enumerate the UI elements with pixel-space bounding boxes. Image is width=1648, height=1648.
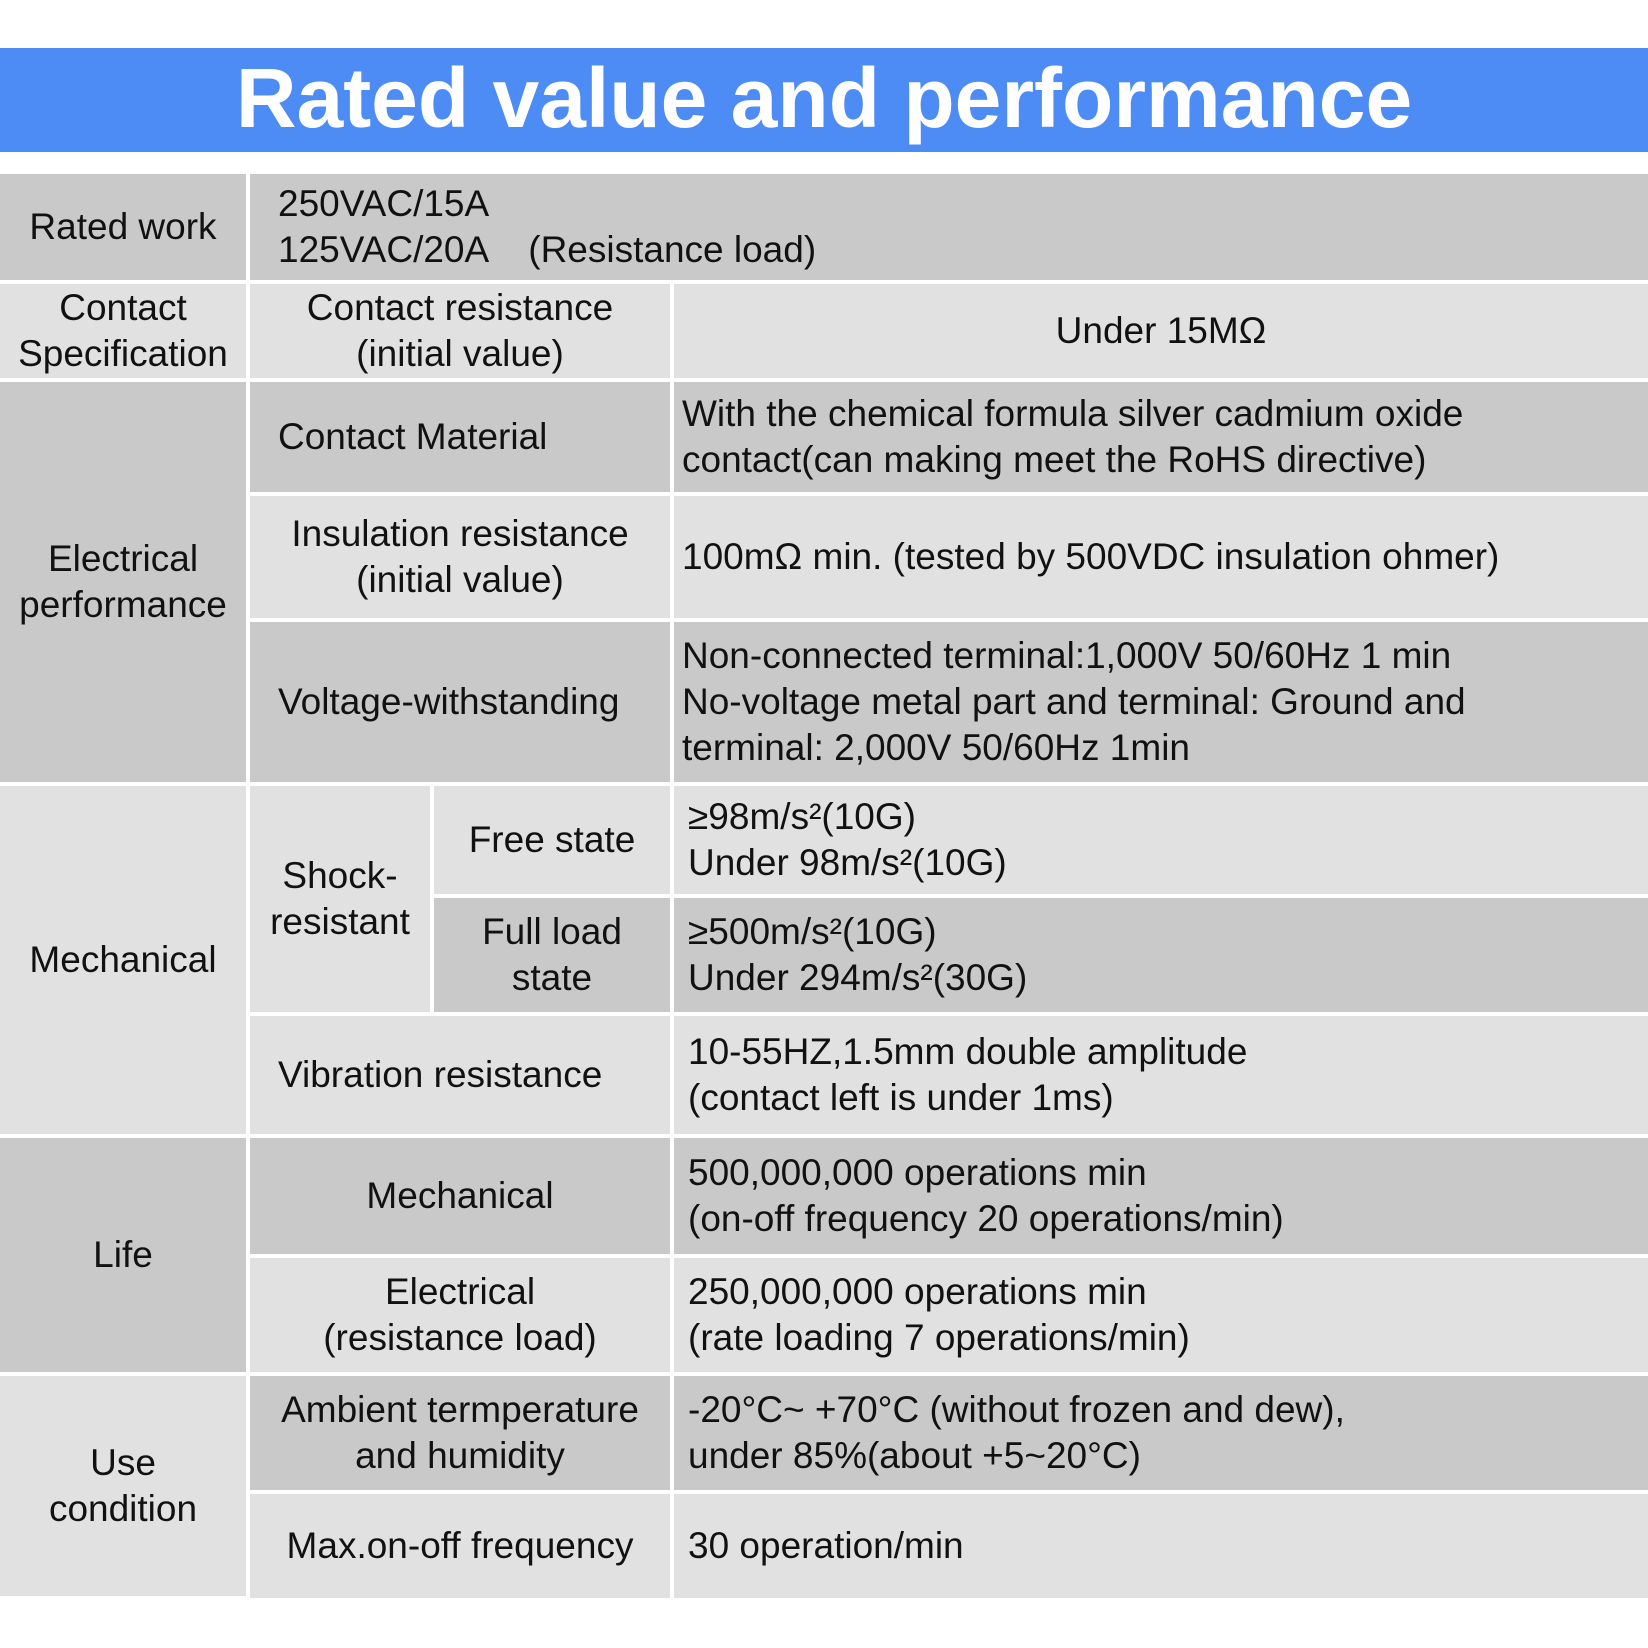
ambient-value-line-2: under 85%(about +5~20°C) xyxy=(688,1435,1141,1476)
full-load-state-value: ≥500m/s²(10G) Under 294m/s²(30G) xyxy=(669,894,1648,1016)
voltage-withstanding-value-line-1: Non-connected terminal:1,000V 50/60Hz 1 … xyxy=(682,635,1452,676)
vibration-resistance-value-line-2: (contact left is under 1ms) xyxy=(688,1077,1114,1118)
table-row: Life Mechanical 500,000,000 operations m… xyxy=(0,1134,1648,1376)
life-mechanical-value-line-2: (on-off frequency 20 operations/min) xyxy=(688,1198,1284,1239)
voltage-withstanding-value: Non-connected terminal:1,000V 50/60Hz 1 … xyxy=(669,618,1648,786)
contact-material-value-line-2: contact(can making meet the RoHS directi… xyxy=(682,439,1427,480)
title-banner: Rated value and performance xyxy=(0,48,1648,152)
contact-resistance-label: Contact resistance (initial value) xyxy=(246,280,674,382)
life-mechanical-value-line-1: 500,000,000 operations min xyxy=(688,1152,1147,1193)
shock-resistant-label-line-1: Shock- xyxy=(282,855,398,896)
table-row: Electrical performance Contact Material … xyxy=(0,378,1648,786)
table-row: Contact Specification Contact resistance… xyxy=(0,280,1648,382)
shock-resistant-label-line-2: resistant xyxy=(270,901,410,942)
free-state-label: Free state xyxy=(430,782,674,898)
life-electrical-value-line-2: (rate loading 7 operations/min) xyxy=(688,1317,1190,1358)
insulation-resistance-label-line-1: Insulation resistance xyxy=(291,513,629,554)
max-frequency-label: Max.on-off frequency xyxy=(248,1490,674,1598)
voltage-withstanding-value-line-2: No-voltage metal part and terminal: Grou… xyxy=(682,681,1466,722)
table-row: Electrical (resistance load) 250,000,000… xyxy=(0,1254,1648,1376)
table-row: Voltage-withstanding Non-connected termi… xyxy=(0,618,1648,786)
mechanical-label: Mechanical xyxy=(0,782,250,1138)
insulation-resistance-label: Insulation resistance (initial value) xyxy=(248,492,674,622)
vibration-resistance-value: 10-55HZ,1.5mm double amplitude (contact … xyxy=(669,1012,1648,1138)
voltage-withstanding-value-line-3: terminal: 2,000V 50/60Hz 1min xyxy=(682,727,1190,768)
spec-table: Rated work 250VAC/15A 125VAC/20A (Resist… xyxy=(0,174,1648,1600)
life-electrical-label-line-1: Electrical xyxy=(384,1271,536,1312)
table-row: Insulation resistance (initial value) 10… xyxy=(0,492,1648,622)
contact-resistance-label-line-1: Contact resistance xyxy=(306,287,614,328)
contact-resistance-label-line-2: (initial value) xyxy=(356,333,564,374)
ambient-value: -20°C~ +70°C (without frozen and dew), u… xyxy=(669,1372,1648,1494)
contact-specification-label-line-2: Specification xyxy=(18,333,228,374)
full-load-state-label: Full load state xyxy=(432,894,674,1016)
max-frequency-value: 30 operation/min xyxy=(669,1490,1648,1598)
voltage-withstanding-label: Voltage-withstanding xyxy=(248,618,674,786)
life-mechanical-value: 500,000,000 operations min (on-off frequ… xyxy=(669,1134,1648,1258)
full-load-state-label-line-1: Full load xyxy=(482,911,622,952)
page-title: Rated value and performance xyxy=(235,51,1413,145)
use-condition-label-line-2: condition xyxy=(48,1488,198,1529)
life-electrical-label: Electrical (resistance load) xyxy=(248,1254,674,1376)
life-mechanical-label: Mechanical xyxy=(246,1134,674,1258)
contact-resistance-value: Under 15MΩ xyxy=(669,280,1648,382)
rated-work-value: 250VAC/15A 125VAC/20A (Resistance load) xyxy=(245,174,1648,284)
shock-resistant-label: Shock- resistant xyxy=(246,782,434,1016)
table-row: Vibration resistance 10-55HZ,1.5mm doubl… xyxy=(0,1012,1648,1138)
ambient-value-line-1: -20°C~ +70°C (without frozen and dew), xyxy=(688,1389,1345,1430)
free-state-value-line-1: ≥98m/s²(10G) xyxy=(688,796,916,837)
full-load-state-label-line-2: state xyxy=(511,957,593,998)
rated-work-line-1: 250VAC/15A xyxy=(278,183,490,224)
contact-material-label: Contact Material xyxy=(246,378,674,496)
full-load-state-value-line-1: ≥500m/s²(10G) xyxy=(688,911,937,952)
life-electrical-label-line-2: (resistance load) xyxy=(323,1317,597,1358)
vibration-resistance-value-line-1: 10-55HZ,1.5mm double amplitude xyxy=(688,1031,1248,1072)
ambient-label-line-2: and humidity xyxy=(355,1435,565,1476)
ambient-label: Ambient termperature and humidity xyxy=(246,1372,674,1494)
electrical-performance-label-line-2: performance xyxy=(19,584,227,625)
table-row: Mechanical Shock- resistant Free state ≥… xyxy=(0,782,1648,1138)
contact-specification-label: Contact Specification xyxy=(0,280,250,382)
table-row: Max.on-off frequency 30 operation/min xyxy=(0,1490,1648,1598)
electrical-performance-label-line-1: Electrical xyxy=(47,538,199,579)
table-row: Rated work 250VAC/15A 125VAC/20A (Resist… xyxy=(0,174,1648,284)
vibration-resistance-label: Vibration resistance xyxy=(248,1012,674,1138)
full-load-state-value-line-2: Under 294m/s²(30G) xyxy=(688,957,1028,998)
life-electrical-value: 250,000,000 operations min (rate loading… xyxy=(669,1254,1648,1376)
use-condition-label: Use condition xyxy=(0,1372,250,1600)
insulation-resistance-label-line-2: (initial value) xyxy=(356,559,564,600)
rated-work-line-2: 125VAC/20A (Resistance load) xyxy=(278,229,817,270)
contact-material-value-line-1: With the chemical formula silver cadmium… xyxy=(682,393,1464,434)
life-electrical-value-line-1: 250,000,000 operations min xyxy=(688,1271,1147,1312)
table-row: Use condition Ambient termperature and h… xyxy=(0,1372,1648,1600)
ambient-label-line-1: Ambient termperature xyxy=(281,1389,639,1430)
table-row: Full load state ≥500m/s²(10G) Under 294m… xyxy=(0,894,1648,1016)
free-state-value-line-2: Under 98m/s²(10G) xyxy=(688,842,1007,883)
rated-work-label: Rated work xyxy=(0,174,250,284)
contact-specification-label-line-1: Contact xyxy=(59,287,187,328)
electrical-performance-label: Electrical performance xyxy=(0,378,250,786)
insulation-resistance-value: 100mΩ min. (tested by 500VDC insulation … xyxy=(669,492,1648,622)
free-state-value: ≥98m/s²(10G) Under 98m/s²(10G) xyxy=(669,782,1648,898)
use-condition-label-line-1: Use xyxy=(90,1442,156,1483)
contact-material-value: With the chemical formula silver cadmium… xyxy=(669,378,1648,496)
life-label: Life xyxy=(0,1134,250,1376)
